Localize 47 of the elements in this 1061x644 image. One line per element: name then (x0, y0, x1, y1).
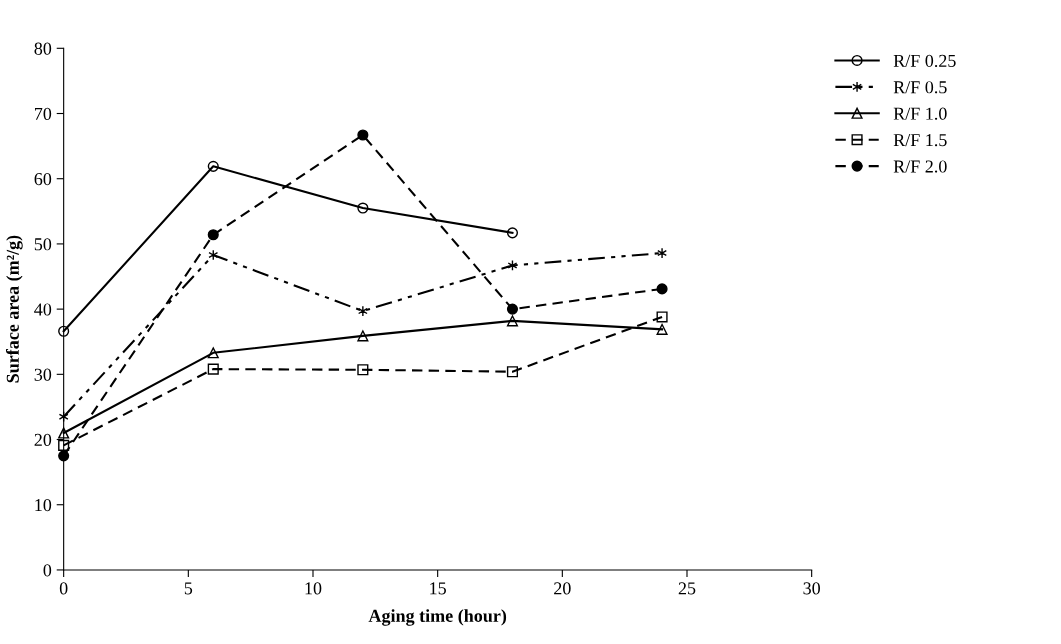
legend-label: R/F 2.0 (893, 160, 947, 173)
point (506, 303, 519, 315)
point (506, 315, 519, 327)
legend-label: R/F 1.0 (893, 107, 947, 120)
point (506, 227, 519, 239)
point (357, 364, 369, 376)
point (207, 363, 219, 375)
x-tick-label: 30 (803, 582, 820, 595)
point (357, 202, 369, 214)
x-tick-label: 20 (554, 582, 571, 595)
y-tick-label: 60 (34, 172, 52, 186)
y-tick-label: 30 (34, 368, 52, 381)
y-tick-label: 10 (35, 498, 52, 512)
point (58, 450, 70, 462)
x-tick-label: 5 (184, 582, 193, 595)
y-axis-title: Surface area (m²/g) (5, 235, 23, 383)
y-tick-label: 70 (34, 107, 52, 120)
y-tick-label: 0 (43, 564, 52, 577)
point (58, 325, 70, 337)
point (208, 249, 219, 261)
y-tick-label: 20 (34, 433, 52, 446)
point (357, 129, 369, 141)
point (656, 323, 668, 335)
x-tick-label: 15 (430, 582, 446, 595)
point (58, 411, 69, 423)
x-tick-label: 0 (59, 582, 68, 595)
y-tick-label: 50 (34, 238, 52, 251)
point (657, 247, 667, 259)
point (58, 427, 70, 439)
point (507, 259, 518, 271)
point (207, 229, 219, 241)
x-tick-label: 10 (305, 582, 322, 595)
y-tick-label: 40 (34, 303, 52, 316)
x-tick-label: 25 (678, 582, 696, 595)
legend-label: R/F 0.25 (893, 54, 956, 68)
legend-label: R/F 1.5 (893, 134, 947, 147)
y-tick-label: 80 (34, 42, 52, 55)
legend-label: R/F 0.5 (893, 81, 947, 94)
point (357, 330, 369, 342)
x-axis-title: Aging time (hour) (368, 609, 507, 626)
point (656, 311, 668, 323)
point (207, 347, 219, 359)
point (357, 305, 368, 317)
point (207, 160, 219, 172)
point (58, 439, 70, 451)
point (656, 283, 668, 295)
point (506, 366, 519, 378)
